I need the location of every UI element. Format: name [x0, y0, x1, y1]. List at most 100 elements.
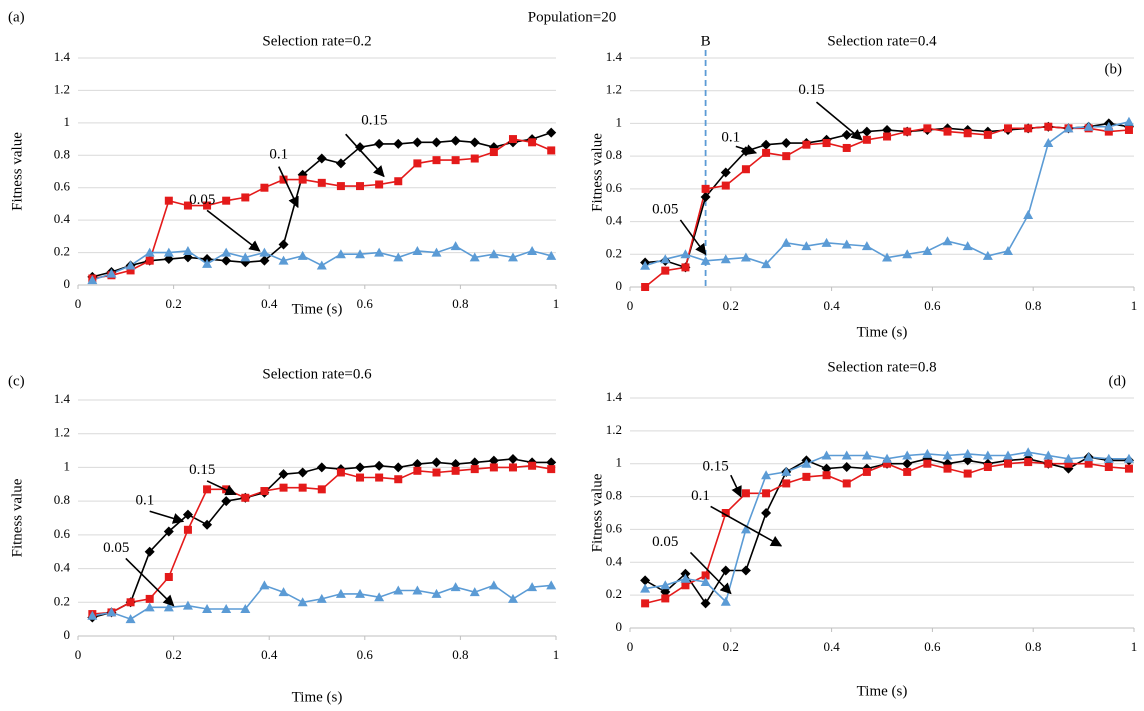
x-tick-label: 1 [553, 296, 560, 311]
data-point [882, 453, 893, 463]
data-point [761, 470, 772, 480]
data-point [943, 464, 952, 473]
annotation-arrow [125, 557, 175, 607]
data-point [412, 459, 423, 470]
x-tick-label: 0.2 [165, 647, 181, 662]
data-point [640, 260, 651, 270]
data-point [862, 135, 871, 144]
x-tick-label: 0 [627, 298, 634, 313]
data-point [241, 193, 250, 202]
annotation: 0.15 [189, 462, 215, 478]
data-point [164, 573, 173, 581]
data-point [259, 247, 270, 257]
data-point [451, 156, 460, 165]
panel-label: (c) [8, 373, 25, 389]
data-point [1064, 459, 1073, 468]
data-point [317, 178, 326, 187]
data-point [279, 483, 288, 492]
data-point [1103, 121, 1114, 131]
data-point [660, 586, 671, 597]
y-tick-label: 0.8 [54, 492, 70, 507]
series-line [644, 456, 1129, 605]
data-point [821, 463, 832, 474]
data-point [1024, 124, 1033, 133]
y-tick-label: 0.2 [54, 593, 70, 608]
data-point [412, 137, 423, 148]
chart-panel: (d) Selection rate=0.8 Time (s) Fitness val… [589, 359, 1137, 699]
x-tick-label: 0.4 [261, 647, 278, 662]
y-tick-label: 0.4 [606, 553, 623, 568]
data-point [1044, 459, 1053, 468]
annotation: 0.15 [798, 82, 824, 98]
data-point [125, 614, 136, 624]
data-point [781, 138, 792, 149]
x-tick-label: 0.6 [357, 647, 374, 662]
data-point [680, 573, 691, 583]
annotation-arrow [689, 551, 732, 595]
data-point [450, 459, 461, 470]
data-point [681, 263, 690, 272]
data-point [942, 450, 953, 460]
data-point [316, 593, 327, 603]
data-point [221, 255, 232, 266]
data-point [942, 236, 953, 246]
data-point [106, 607, 117, 617]
y-tick-label: 1.2 [606, 422, 622, 437]
data-point [740, 252, 751, 262]
y-tick-label: 0.8 [606, 488, 622, 503]
data-point [841, 450, 852, 460]
data-point [701, 184, 710, 193]
chart-title: Selection rate=0.4 [827, 33, 937, 49]
data-point [336, 468, 345, 477]
data-point [1004, 459, 1012, 468]
annotation: 0.05 [652, 202, 678, 218]
data-point [394, 177, 403, 186]
panel-label: (d) [1109, 373, 1127, 389]
y-tick-label: 0.4 [54, 211, 71, 226]
x-tick-label: 0.4 [261, 296, 278, 311]
data-point [144, 247, 155, 257]
data-point [681, 581, 690, 590]
annotation: 0.05 [652, 534, 678, 550]
y-tick-label: 1.4 [606, 49, 623, 64]
data-point [762, 148, 771, 157]
x-tick-label: 0.6 [924, 298, 941, 313]
y-tick-label: 0.4 [606, 213, 623, 228]
data-point [1044, 122, 1053, 131]
data-point [883, 459, 892, 468]
data-point [259, 255, 270, 266]
x-tick-label: 0.6 [924, 639, 941, 654]
x-axis-label: Time (s) [292, 689, 343, 705]
data-point [781, 466, 792, 476]
data-point [546, 580, 557, 590]
data-point [741, 165, 750, 174]
data-point [982, 250, 993, 260]
y-tick-label: 0.6 [606, 520, 623, 535]
data-point [842, 479, 851, 488]
data-point [203, 201, 212, 210]
data-point [488, 455, 499, 466]
data-point [335, 249, 346, 259]
data-point [222, 196, 231, 205]
data-point [761, 139, 772, 150]
data-point [355, 588, 366, 598]
data-point [432, 468, 441, 477]
y-tick-label: 0.6 [54, 179, 71, 194]
data-point [1023, 447, 1034, 457]
data-point [547, 465, 556, 474]
x-tick-label: 0 [627, 639, 634, 654]
data-point [1003, 246, 1013, 256]
y-tick-label: 0 [616, 619, 623, 634]
data-point [297, 250, 308, 260]
data-point [922, 246, 933, 256]
data-point [375, 180, 384, 189]
x-tick-label: 0.8 [452, 647, 468, 662]
panel-label: (b) [1105, 61, 1123, 77]
y-tick-label: 0.2 [606, 586, 622, 601]
chart-panel: (c) Selection rate=0.6 Time (s) Fitness val… [8, 366, 559, 705]
data-point [106, 268, 117, 278]
data-point [1124, 464, 1133, 473]
data-point [721, 509, 730, 517]
y-tick-label: 1.4 [606, 389, 623, 404]
